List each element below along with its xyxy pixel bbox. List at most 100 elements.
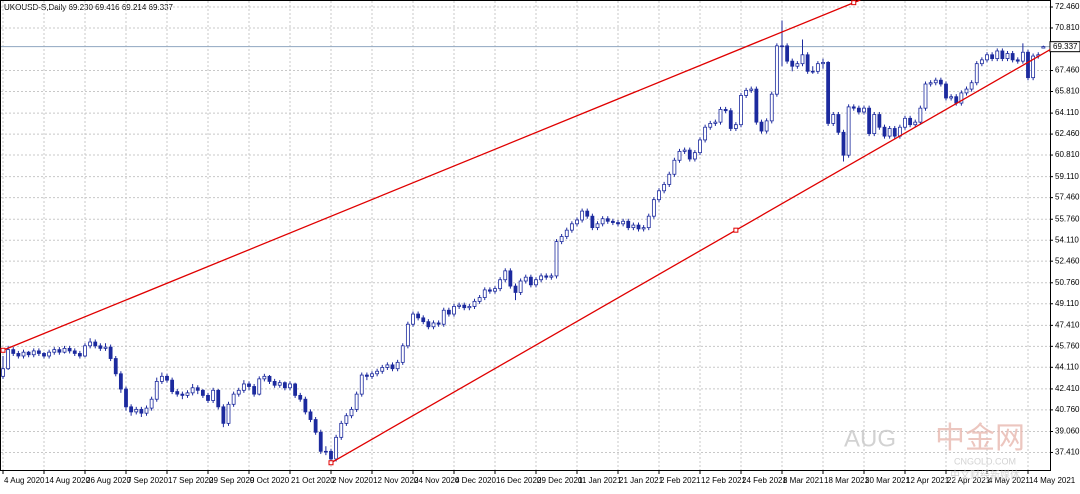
candle-body (938, 79, 943, 85)
y-tick-label: 57.460 (1055, 193, 1080, 202)
candle-body (831, 114, 836, 124)
candle-body (26, 351, 31, 356)
price-tag (1049, 41, 1080, 53)
candle-body (493, 288, 497, 292)
candle-body (979, 59, 984, 65)
candle-body (518, 280, 523, 293)
candle-body (498, 279, 503, 290)
candle-body (262, 375, 267, 380)
candle-body (1026, 51, 1030, 79)
candle-body (252, 386, 257, 395)
candle-body (867, 107, 872, 134)
x-tick-label: 12 Feb 2021 (701, 476, 746, 485)
candle-body (718, 109, 723, 123)
y-tick-label: 45.760 (1055, 341, 1080, 350)
candle-body (21, 351, 26, 357)
candle-body (288, 383, 292, 389)
candle-body (11, 349, 16, 354)
candle-body (523, 276, 528, 282)
candle-body (759, 121, 764, 132)
candle-body (329, 450, 333, 460)
candle-body (754, 88, 759, 123)
candle-body (764, 120, 769, 132)
x-tick-label: 12 Apr 2021 (906, 476, 950, 485)
candle-body (856, 107, 861, 113)
candle-body (334, 436, 339, 460)
candle-body (441, 309, 446, 325)
x-tick-label: 21 Jan 2021 (619, 476, 664, 485)
candle-body (308, 411, 313, 420)
y-tick-label: 52.460 (1055, 256, 1080, 265)
candle-body (774, 45, 779, 95)
candle-body (703, 126, 708, 141)
candle-body (646, 215, 651, 229)
candle-body (662, 184, 667, 192)
y-tick-label: 54.110 (1055, 235, 1079, 244)
candle-body (349, 408, 354, 417)
candle-body (134, 408, 139, 413)
watermark: AUG (844, 425, 896, 452)
candle-body (908, 117, 913, 126)
candle-body (810, 70, 815, 73)
candle-body (159, 375, 164, 382)
candle-body (651, 199, 656, 217)
candle-body (785, 45, 790, 62)
candle-body (416, 313, 421, 319)
candle-body (42, 353, 46, 357)
candle-body (969, 82, 974, 90)
candle-body (559, 236, 564, 243)
candle-body (605, 218, 610, 222)
candle-body (339, 422, 344, 438)
candle-body (733, 124, 738, 129)
x-tick-label: 12 Nov 2020 (373, 476, 419, 485)
y-tick-label: 59.110 (1055, 172, 1079, 181)
x-tick-label: 9 Oct 2020 (250, 476, 290, 485)
y-tick-label: 60.810 (1055, 150, 1080, 159)
candle-body (272, 381, 277, 386)
candle-body (1010, 53, 1015, 61)
candle-body (298, 394, 303, 400)
y-tick-label: 42.410 (1055, 384, 1080, 393)
candle-body (375, 370, 380, 375)
candle-body (805, 54, 810, 72)
candle-body (892, 128, 897, 137)
candle-body (600, 218, 605, 225)
candle-body (180, 393, 185, 396)
candle-body (221, 406, 226, 424)
candle-body (364, 374, 369, 377)
candle-body (698, 139, 702, 154)
candle-body (964, 88, 969, 94)
candle-body (370, 373, 374, 377)
x-tick-label: 2 Feb 2021 (660, 476, 701, 485)
candle-body (836, 114, 841, 133)
candle-body (170, 379, 175, 392)
candle-body (318, 431, 323, 452)
y-tick-label: 40.760 (1055, 405, 1080, 414)
candle-body (769, 93, 774, 122)
x-tick-label: 14 Aug 2020 (45, 476, 90, 485)
candle-body (206, 394, 210, 401)
candle-body (841, 131, 846, 156)
y-tick-label: 49.110 (1055, 299, 1079, 308)
candle-body (390, 364, 395, 370)
x-tick-label: 4 Dec 2020 (455, 476, 496, 485)
candle-body (77, 353, 82, 357)
x-tick-label: 4 Aug 2020 (4, 476, 45, 485)
candle-body (508, 270, 513, 287)
candle-body (575, 219, 579, 225)
candle-body (129, 406, 134, 413)
candle-body (667, 173, 672, 185)
candle-body (872, 114, 877, 134)
candle-body (457, 304, 462, 307)
y-tick-label: 44.110 (1055, 362, 1079, 371)
candle-body (657, 190, 661, 201)
candle-body (462, 304, 467, 309)
candle-body (118, 373, 123, 390)
candle-body (1000, 50, 1005, 59)
candle-body (323, 450, 328, 453)
candle-body (790, 60, 795, 67)
candle-body (405, 323, 410, 347)
candle-body (185, 392, 190, 396)
y-tick-label: 37.410 (1055, 448, 1080, 457)
x-tick-label: 17 Sep 2020 (168, 476, 214, 485)
